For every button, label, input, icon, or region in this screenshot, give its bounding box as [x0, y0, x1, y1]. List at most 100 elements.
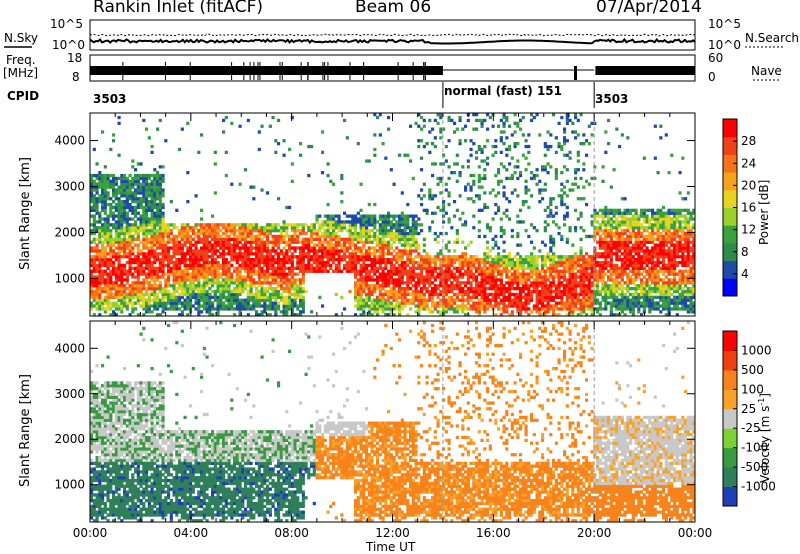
power-cell [461, 165, 465, 169]
power-cell [497, 289, 501, 294]
power-cell [491, 278, 495, 282]
power-cell [579, 304, 583, 308]
power-cell [455, 298, 459, 302]
power-cell [117, 266, 121, 270]
power-cell [260, 252, 264, 256]
power-cell [458, 272, 462, 276]
power-cell [95, 237, 99, 241]
power-cell [508, 292, 512, 297]
power-cell [395, 246, 399, 250]
power-cell [172, 249, 176, 253]
power-cell [378, 298, 382, 302]
power-cell [453, 307, 457, 311]
power-cell [409, 124, 413, 128]
power-cell [365, 301, 369, 305]
power-cell [169, 255, 173, 259]
power-cell [442, 284, 446, 288]
power-cell [277, 266, 281, 270]
power-cell [329, 240, 333, 244]
power-cell [563, 304, 567, 308]
power-cell [477, 287, 481, 291]
power-cell [560, 194, 564, 198]
power-cell [260, 289, 264, 294]
power-cell [304, 266, 308, 270]
power-cell [252, 223, 256, 227]
power-cell [120, 182, 124, 186]
power-cell [164, 281, 168, 285]
power-cell [395, 278, 399, 282]
power-cell [219, 243, 223, 247]
power-cell [180, 310, 184, 314]
power-cell [472, 275, 476, 279]
power-cell [365, 269, 369, 273]
power-cell [296, 263, 300, 268]
power-cell [274, 301, 278, 305]
power-cell [268, 226, 272, 230]
power-cell [538, 295, 542, 299]
power-cell [255, 252, 259, 256]
power-cell [150, 289, 154, 294]
power-cell [293, 255, 297, 259]
power-cell [175, 269, 179, 273]
power-cell [362, 246, 366, 250]
power-cell [334, 263, 338, 268]
power-cell [95, 275, 99, 279]
power-cell [343, 240, 347, 244]
power-cell [120, 281, 124, 285]
power-cell [167, 263, 171, 268]
power-cell [450, 284, 454, 288]
power-cell [389, 226, 393, 230]
power-cell [131, 252, 135, 256]
power-cell [266, 231, 270, 236]
power-cell [299, 142, 303, 146]
power-cell [334, 266, 338, 270]
power-cell [381, 281, 385, 285]
power-cell [296, 313, 300, 317]
power-cell [395, 284, 399, 288]
power-cell [145, 179, 149, 183]
power-cell [574, 278, 578, 282]
power-cell [164, 284, 168, 288]
power-cell [257, 313, 261, 317]
power-cell [230, 292, 234, 297]
power-cell [464, 220, 468, 224]
power-cell [318, 255, 322, 259]
power-cell [246, 240, 250, 244]
power-cell [389, 258, 393, 262]
power-cell [568, 272, 572, 276]
power-cell [158, 185, 162, 189]
power-cell [131, 292, 135, 297]
power-cell [145, 260, 149, 265]
power-cell [205, 298, 209, 302]
power-cell [494, 266, 498, 270]
power-cell [315, 263, 319, 268]
power-cell [486, 252, 490, 256]
power-cell [400, 220, 404, 224]
power-cell [568, 258, 572, 262]
power-cell [486, 292, 490, 297]
power-cell [392, 269, 396, 273]
power-cell [447, 275, 451, 279]
power-cell [576, 258, 580, 262]
power-cell [400, 292, 404, 297]
power-cell [334, 258, 338, 262]
power-cell [296, 289, 300, 294]
power-cell [266, 255, 270, 259]
power-cell [200, 292, 204, 297]
power-cell [219, 307, 223, 311]
power-cell [497, 272, 501, 276]
freq-label-line2: [MHz] [3, 66, 39, 80]
power-cell [356, 249, 360, 253]
power-cell [392, 234, 396, 239]
power-cell [183, 287, 187, 291]
power-cell [296, 307, 300, 311]
power-cell [354, 231, 358, 236]
power-cell [367, 159, 371, 163]
power-cell [142, 287, 146, 291]
power-cell [172, 284, 176, 288]
power-cell [340, 226, 344, 230]
power-cell [103, 284, 107, 288]
power-cell [200, 249, 204, 253]
power-cell [178, 278, 182, 282]
power-cell [461, 298, 465, 302]
